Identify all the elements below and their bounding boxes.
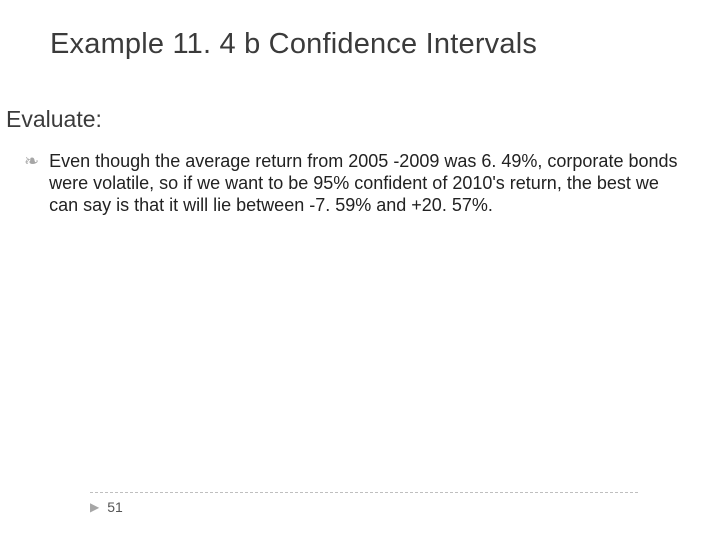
slide-footer: ▶ 51 — [90, 492, 638, 515]
slide: Example 11. 4 b Confidence Intervals Eva… — [0, 0, 720, 540]
page-number: 51 — [107, 499, 123, 515]
bullet-text: Even though the average return from 2005… — [49, 150, 680, 216]
page-indicator: ▶ 51 — [90, 499, 638, 515]
bullet-icon: ❧ — [24, 150, 39, 172]
footer-divider — [90, 492, 638, 493]
page-arrow-icon: ▶ — [90, 500, 99, 514]
slide-title: Example 11. 4 b Confidence Intervals — [50, 28, 537, 61]
section-heading: Evaluate: — [6, 106, 102, 133]
bullet-item: ❧ Even though the average return from 20… — [24, 150, 680, 216]
